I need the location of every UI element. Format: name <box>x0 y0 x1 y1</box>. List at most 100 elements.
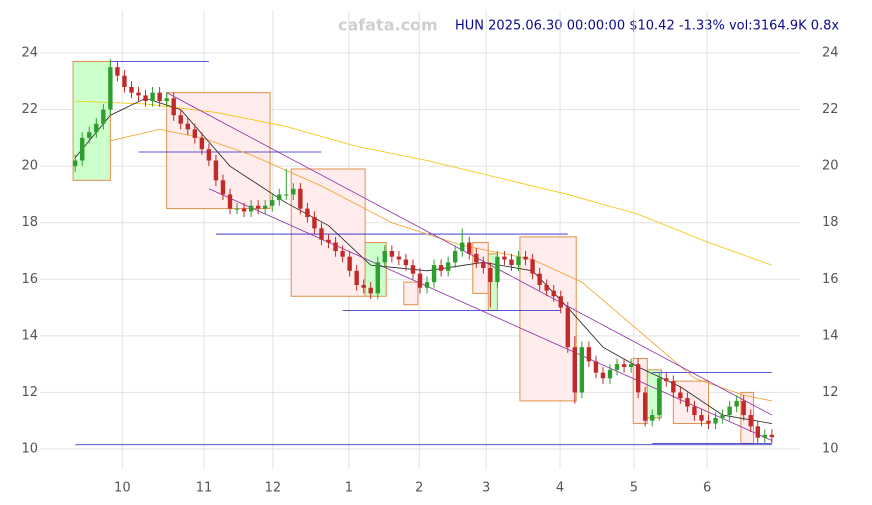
candle-body <box>692 406 697 416</box>
candle-body <box>361 284 366 288</box>
candle-body <box>671 381 676 393</box>
candle-body <box>664 378 669 382</box>
candle-body <box>389 251 395 257</box>
candle-body <box>255 205 261 209</box>
candle-body <box>94 123 99 133</box>
candle-body <box>150 92 155 102</box>
candle-body <box>277 194 282 201</box>
candle-body <box>551 290 556 297</box>
zones <box>72 61 755 444</box>
overlay-line <box>208 188 773 441</box>
candle-body <box>678 392 683 399</box>
candle-body <box>720 415 725 418</box>
candle-body <box>122 75 127 87</box>
candle-body <box>410 265 416 274</box>
candle-body <box>375 262 380 294</box>
candle-body <box>565 307 570 348</box>
candle-body <box>354 270 359 285</box>
candles <box>72 58 775 444</box>
candle-body <box>298 188 303 209</box>
candle-body <box>748 415 753 427</box>
candle-body <box>368 287 373 294</box>
y-tick-label: 16 <box>21 272 38 287</box>
candle-body <box>460 242 465 252</box>
candle-body <box>213 160 219 181</box>
candle-body <box>438 265 444 271</box>
candle-body <box>488 267 493 283</box>
overlay-line <box>75 100 772 266</box>
candle-body <box>579 347 585 393</box>
candle-body <box>403 259 409 266</box>
candle-body <box>220 180 226 195</box>
candle-body <box>340 251 345 257</box>
x-tick-label: 12 <box>265 481 282 496</box>
candle-body <box>607 369 613 379</box>
candle-body <box>178 115 183 124</box>
candle-body <box>650 415 655 421</box>
x-tick-label: 11 <box>196 481 213 496</box>
candle-body <box>431 265 437 283</box>
candle-body <box>699 415 704 421</box>
y-tick-label: 24 <box>21 46 38 61</box>
candle-body <box>537 273 542 285</box>
y-tick-label-right: 16 <box>822 272 839 287</box>
candle-body <box>593 361 599 373</box>
candle-body <box>424 282 430 288</box>
candle-body <box>755 426 760 438</box>
y-tick-label: 20 <box>21 159 38 174</box>
y-tick-label: 14 <box>21 328 38 343</box>
candle-body <box>206 149 212 161</box>
y-tick-label-right: 10 <box>822 442 839 457</box>
x-tick-label: 6 <box>703 481 711 496</box>
candle-body <box>727 406 732 416</box>
candle-body <box>509 259 514 266</box>
candle-body <box>270 200 275 206</box>
candle-body <box>312 217 317 229</box>
candle-body <box>171 98 176 116</box>
zone <box>290 168 366 297</box>
candle-body <box>706 420 711 424</box>
candle-body <box>305 208 310 218</box>
y-tick-label-right: 24 <box>822 46 839 61</box>
candle-body <box>164 98 169 102</box>
candle-body <box>523 256 528 260</box>
candle-body <box>467 242 472 254</box>
x-tick-label: 2 <box>415 481 423 496</box>
candle-body <box>614 364 620 370</box>
y-tick-label: 10 <box>21 442 38 457</box>
candle-body <box>741 400 746 416</box>
y-tick-label: 22 <box>21 102 38 117</box>
candle-body <box>80 137 85 161</box>
candle-body <box>657 378 662 416</box>
candle-body <box>621 364 627 367</box>
candle-body <box>333 242 338 252</box>
candle-body <box>572 347 578 393</box>
candle-body <box>157 92 162 102</box>
candle-body <box>262 205 268 209</box>
candle-body <box>502 256 507 260</box>
candle-body <box>762 434 768 438</box>
candle-body <box>635 364 641 393</box>
x-tick-label: 1 <box>345 481 353 496</box>
candle-body <box>417 273 423 288</box>
y-tick-label-right: 20 <box>822 159 839 174</box>
candle-body <box>516 256 521 266</box>
candle-body <box>452 251 458 263</box>
y-tick-label: 12 <box>21 385 38 400</box>
y-tick-label-right: 12 <box>822 385 839 400</box>
x-tick-label: 3 <box>482 481 490 496</box>
candle-body <box>586 347 592 362</box>
candle-body <box>685 398 690 407</box>
candle-body <box>72 160 78 167</box>
overlay-line <box>74 97 772 424</box>
candle-body <box>234 208 240 210</box>
zone <box>403 281 419 306</box>
candle-body <box>87 132 92 138</box>
candle-body <box>192 129 198 138</box>
watermark: cafata.com <box>338 16 438 35</box>
candle-body <box>101 109 106 124</box>
candle-body <box>291 188 296 195</box>
candle-body <box>544 284 549 291</box>
y-tick-label-right: 22 <box>822 102 839 117</box>
